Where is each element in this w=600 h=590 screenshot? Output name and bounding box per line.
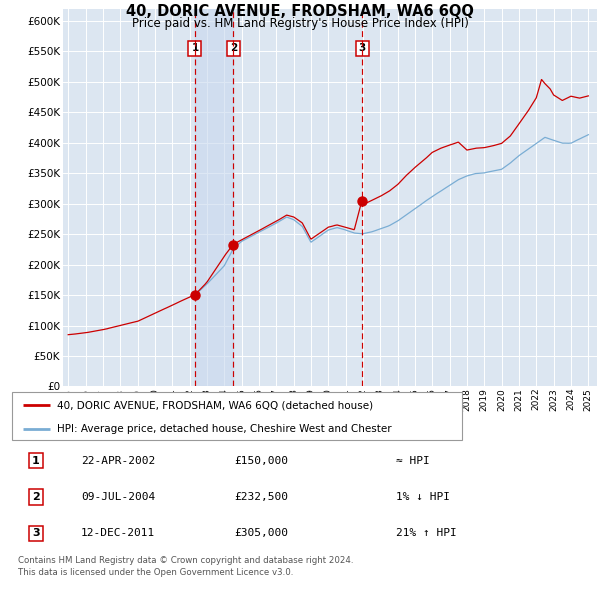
Text: £232,500: £232,500 — [234, 492, 288, 502]
Text: 3: 3 — [358, 44, 365, 54]
Text: 09-JUL-2004: 09-JUL-2004 — [81, 492, 155, 502]
Text: Contains HM Land Registry data © Crown copyright and database right 2024.
This d: Contains HM Land Registry data © Crown c… — [18, 556, 353, 576]
Text: 2: 2 — [32, 492, 40, 502]
Text: 40, DORIC AVENUE, FRODSHAM, WA6 6QQ (detached house): 40, DORIC AVENUE, FRODSHAM, WA6 6QQ (det… — [57, 400, 373, 410]
FancyBboxPatch shape — [12, 392, 462, 440]
Text: HPI: Average price, detached house, Cheshire West and Chester: HPI: Average price, detached house, Ches… — [57, 424, 392, 434]
Text: ≈ HPI: ≈ HPI — [396, 455, 430, 466]
Text: 2: 2 — [230, 44, 237, 54]
Text: 3: 3 — [32, 529, 40, 539]
Text: 22-APR-2002: 22-APR-2002 — [81, 455, 155, 466]
Text: 1: 1 — [191, 44, 199, 54]
Text: 1% ↓ HPI: 1% ↓ HPI — [396, 492, 450, 502]
Bar — [195, 9, 233, 386]
Text: 12-DEC-2011: 12-DEC-2011 — [81, 529, 155, 539]
Text: 21% ↑ HPI: 21% ↑ HPI — [396, 529, 457, 539]
Text: 40, DORIC AVENUE, FRODSHAM, WA6 6QQ: 40, DORIC AVENUE, FRODSHAM, WA6 6QQ — [126, 4, 474, 19]
Text: Price paid vs. HM Land Registry's House Price Index (HPI): Price paid vs. HM Land Registry's House … — [131, 17, 469, 30]
Text: 1: 1 — [32, 455, 40, 466]
Text: £150,000: £150,000 — [234, 455, 288, 466]
Text: £305,000: £305,000 — [234, 529, 288, 539]
